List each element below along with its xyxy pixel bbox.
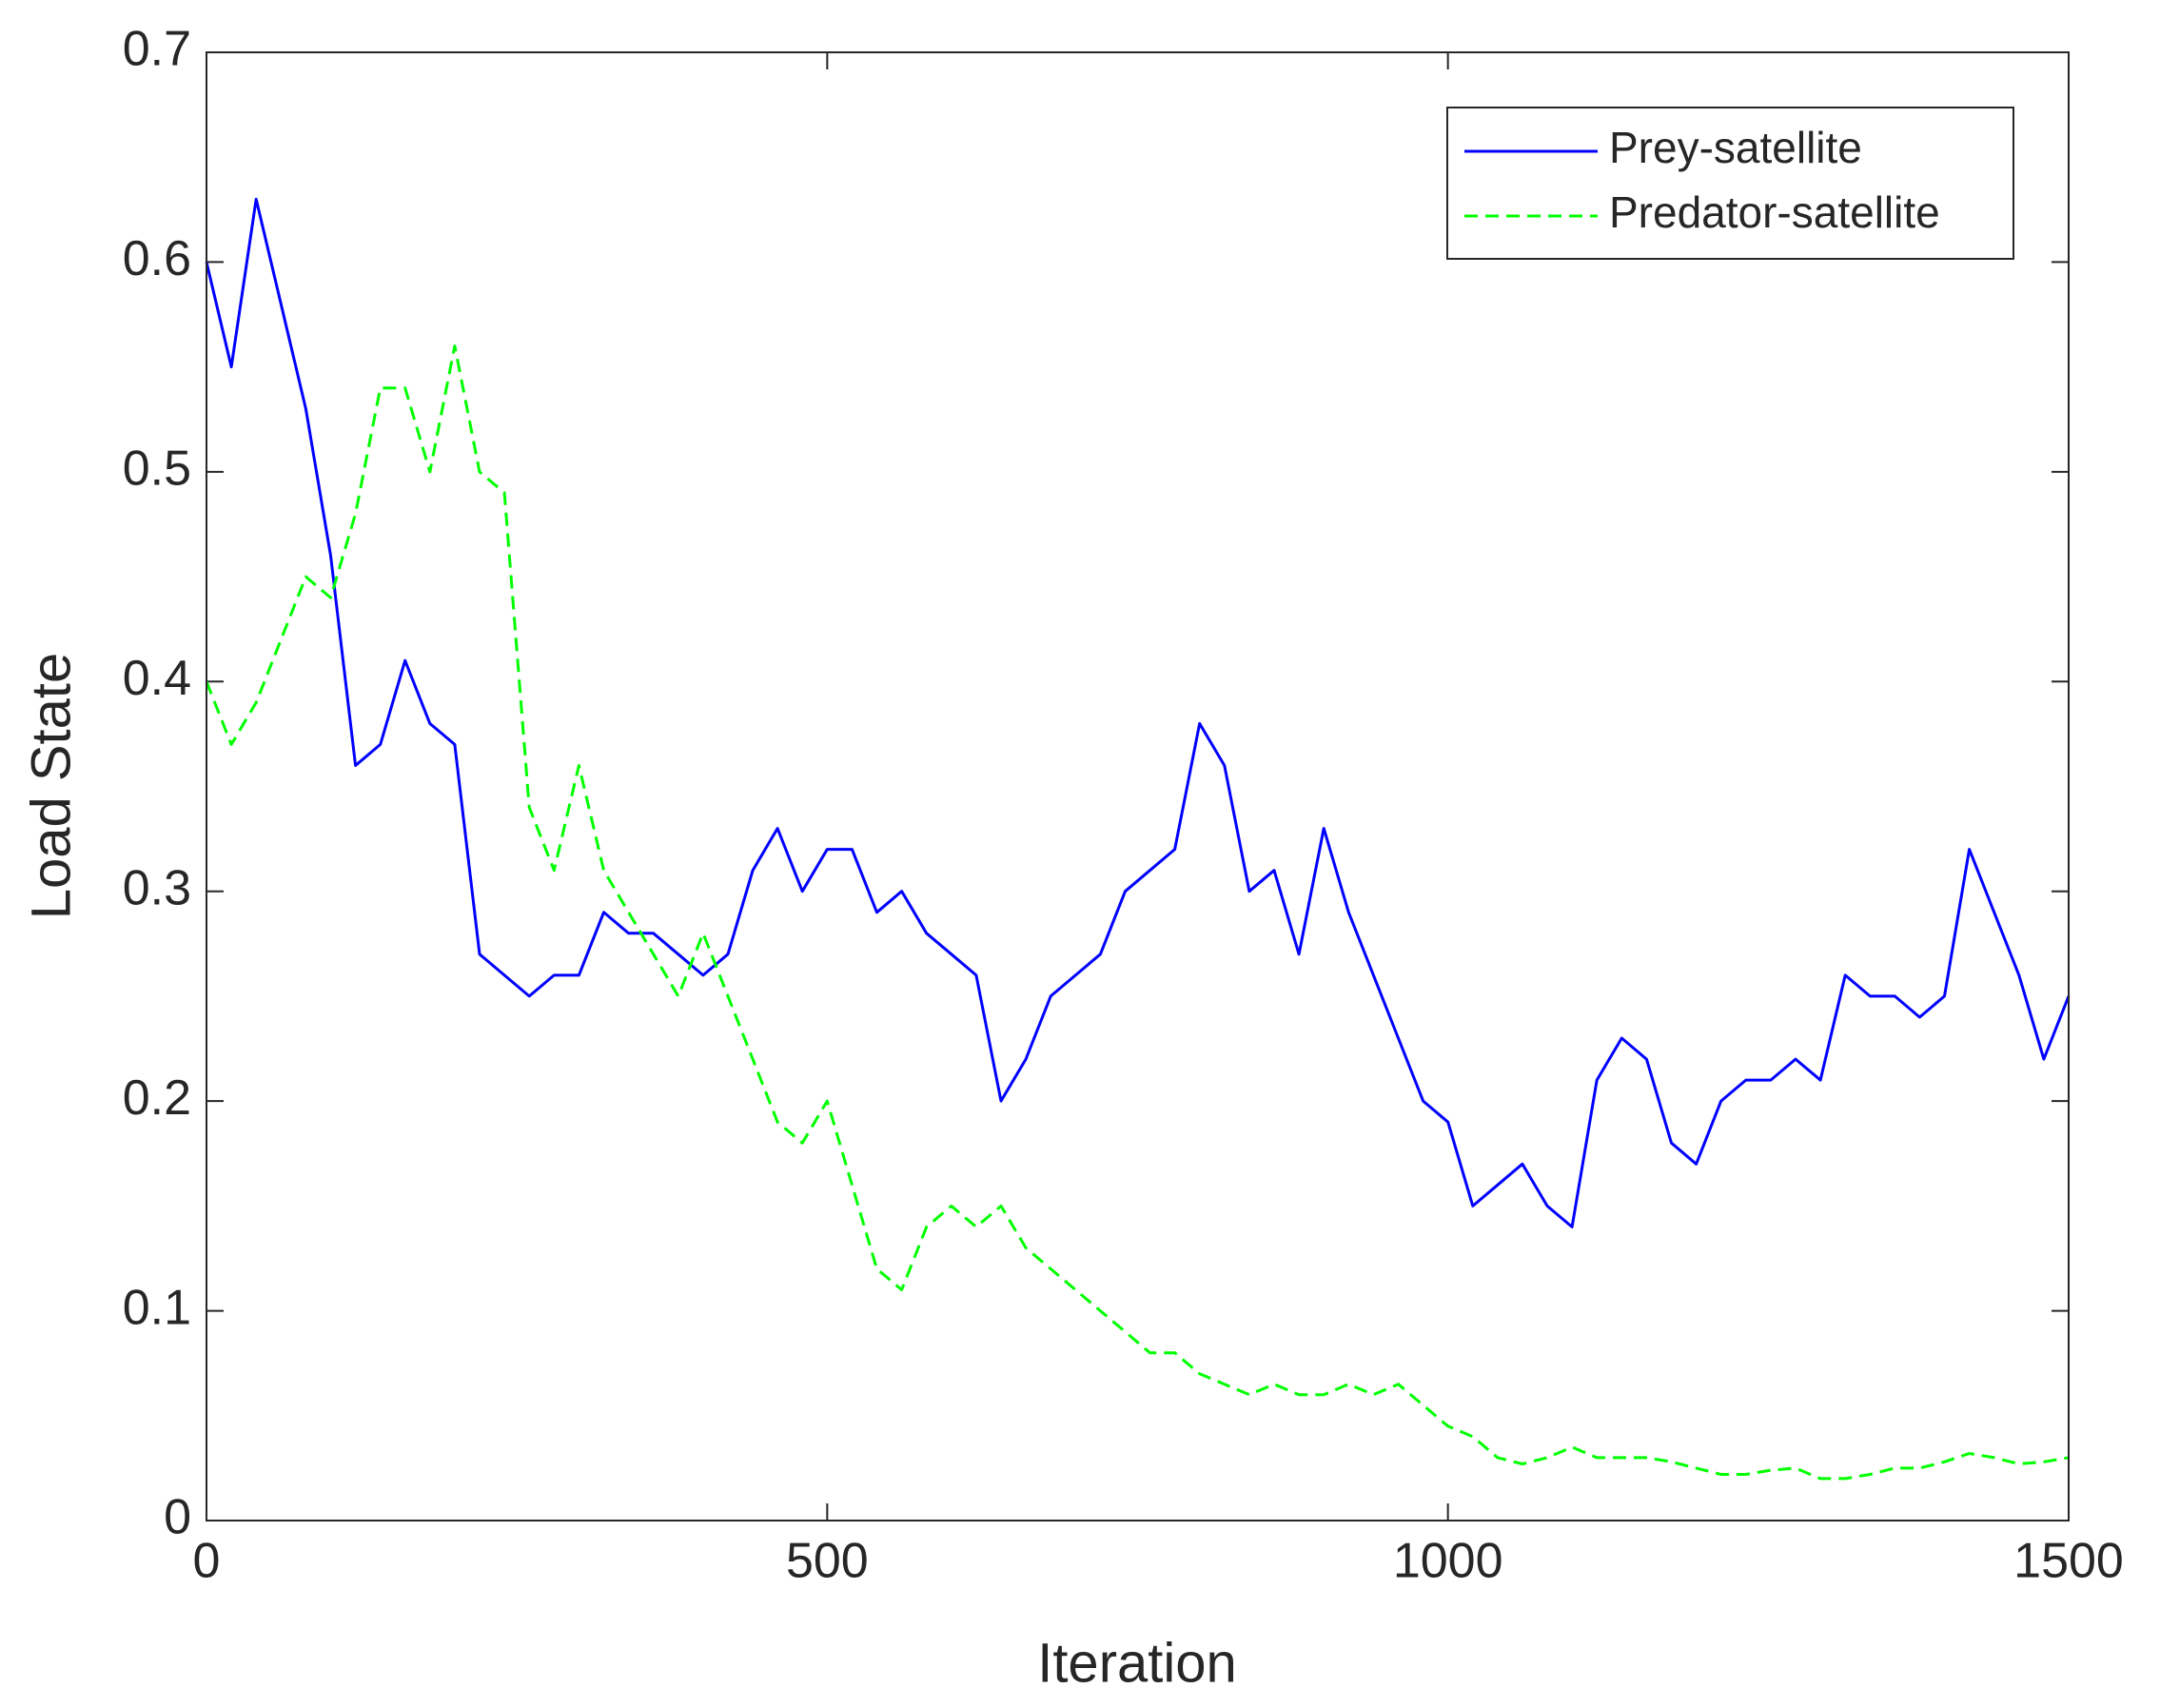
legend-label: Prey-satellite bbox=[1609, 123, 1862, 172]
series-line bbox=[205, 344, 2070, 1481]
x-tick-label: 1000 bbox=[1393, 1534, 1503, 1589]
x-tick-label: 500 bbox=[786, 1534, 869, 1589]
y-tick-label: 0.4 bbox=[123, 651, 191, 706]
y-tick-label: 0.2 bbox=[123, 1070, 191, 1126]
y-tick-label: 0.1 bbox=[123, 1280, 191, 1335]
legend-box bbox=[1446, 107, 2014, 260]
y-tick-label: 0.7 bbox=[123, 22, 191, 77]
x-tick-label: 0 bbox=[193, 1534, 221, 1589]
series-line bbox=[205, 197, 2071, 1228]
y-tick-label: 0 bbox=[164, 1490, 191, 1545]
y-tick-label: 0.3 bbox=[123, 860, 191, 915]
x-tick-label: 1500 bbox=[2013, 1534, 2124, 1589]
legend-label: Predator-satellite bbox=[1609, 187, 1940, 237]
plot-frame bbox=[206, 51, 2070, 1521]
x-axis-label: Iteration bbox=[1037, 1632, 1237, 1694]
y-tick-label: 0.6 bbox=[123, 231, 191, 286]
y-tick-label: 0.5 bbox=[123, 442, 191, 497]
y-axis-label: Load State bbox=[20, 653, 82, 920]
